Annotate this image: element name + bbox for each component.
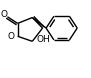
Text: OH: OH: [37, 35, 50, 44]
Text: O: O: [7, 32, 14, 41]
Text: O: O: [0, 10, 7, 19]
